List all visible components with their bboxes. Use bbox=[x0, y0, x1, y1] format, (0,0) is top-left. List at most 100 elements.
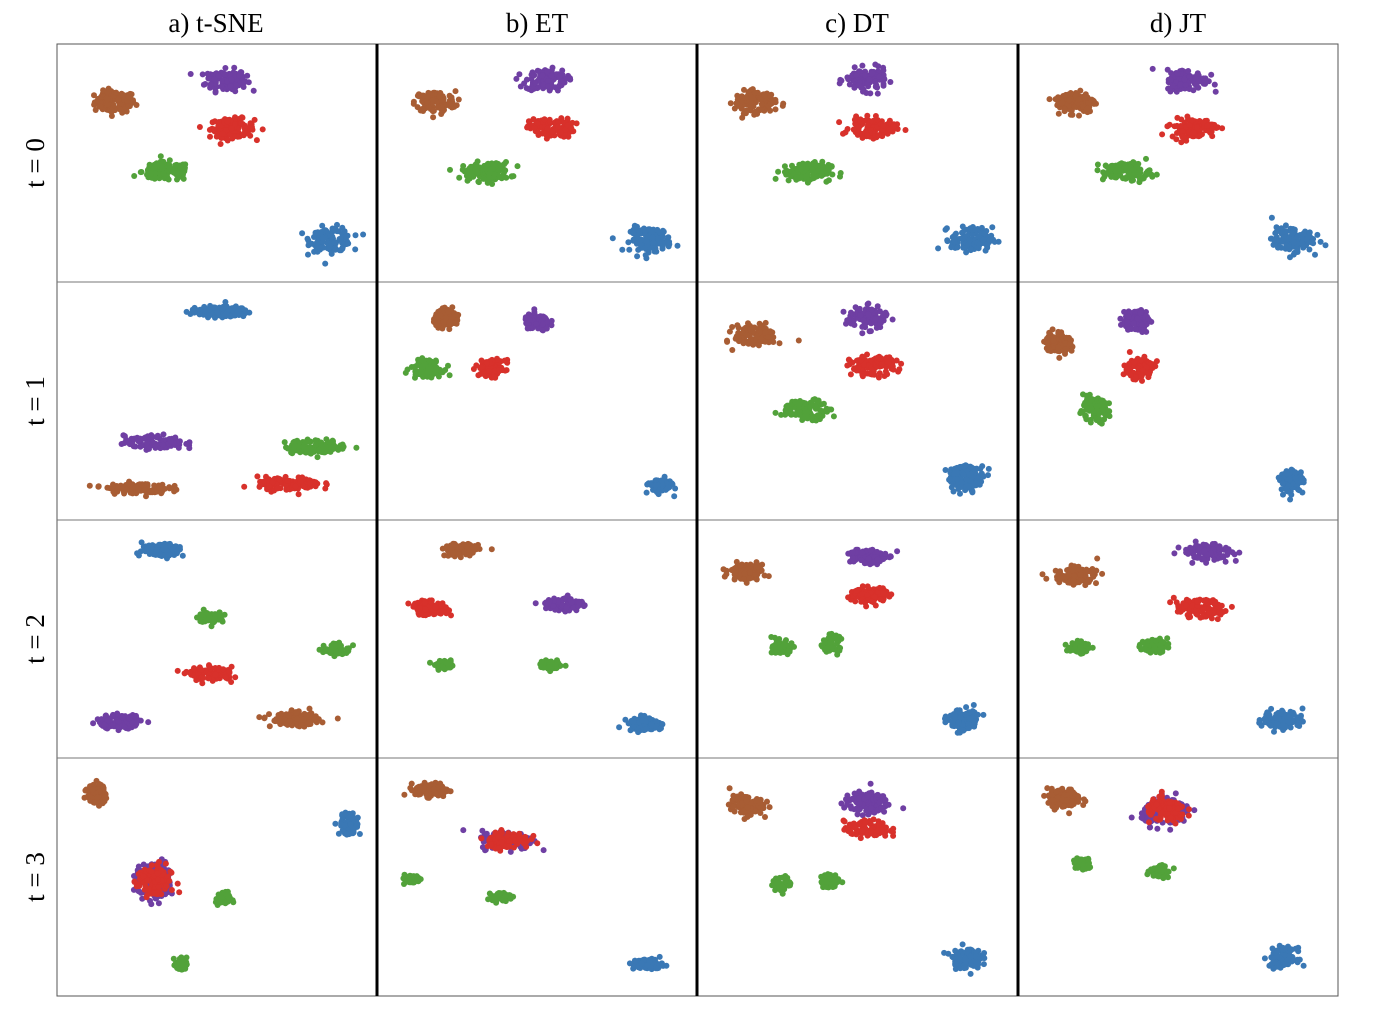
scatter-point-purple bbox=[1173, 88, 1180, 95]
scatter-point-purple bbox=[1202, 78, 1209, 85]
scatter-point-red bbox=[226, 668, 233, 675]
scatter-point-red bbox=[205, 675, 212, 682]
scatter-point-green bbox=[823, 178, 830, 185]
scatter-point-green bbox=[412, 374, 418, 381]
scatter-point-blue bbox=[1279, 480, 1286, 487]
scatter-point-green bbox=[172, 162, 179, 169]
scatter-point-green bbox=[837, 173, 843, 180]
scatter-point-brown bbox=[448, 100, 455, 107]
scatter-point-blue bbox=[1283, 470, 1290, 477]
scatter-point-green bbox=[215, 612, 222, 618]
scatter-point-green bbox=[818, 172, 825, 179]
scatter-point-red bbox=[274, 485, 281, 492]
scatter-point-blue bbox=[653, 248, 660, 255]
scatter-point-purple bbox=[1177, 81, 1184, 88]
scatter-point-brown bbox=[1049, 326, 1056, 333]
scatter-point-blue bbox=[978, 224, 985, 231]
scatter-point-red bbox=[484, 360, 490, 367]
scatter-point-red bbox=[1194, 124, 1201, 131]
scatter-point-green bbox=[447, 166, 453, 173]
scatter-point-blue bbox=[634, 233, 641, 240]
scatter-point-blue bbox=[206, 312, 213, 319]
scatter-point-red bbox=[297, 478, 304, 485]
scatter-point-red bbox=[206, 662, 212, 669]
scatter-point-blue bbox=[138, 539, 145, 546]
scatter-point-brown bbox=[125, 480, 132, 487]
scatter-point-red bbox=[859, 373, 866, 380]
column-title-jt: d) JT bbox=[1150, 8, 1207, 38]
scatter-point-purple bbox=[869, 70, 876, 77]
scatter-point-blue bbox=[991, 238, 998, 245]
scatter-point-brown bbox=[123, 486, 130, 493]
scatter-point-purple bbox=[236, 72, 243, 79]
scatter-point-brown bbox=[1055, 344, 1062, 351]
scatter-point-red bbox=[1159, 131, 1166, 138]
scatter-point-green bbox=[423, 371, 430, 378]
scatter-point-blue bbox=[201, 303, 208, 310]
scatter-point-purple bbox=[845, 316, 852, 323]
scatter-point-blue bbox=[975, 233, 982, 240]
scatter-point-blue bbox=[329, 233, 336, 240]
scatter-point-brown bbox=[445, 308, 452, 315]
scatter-point-purple bbox=[859, 330, 866, 337]
scatter-point-brown bbox=[776, 340, 783, 347]
scatter-point-brown bbox=[148, 488, 155, 495]
scatter-point-blue bbox=[1300, 230, 1307, 237]
scatter-point-green bbox=[146, 161, 153, 168]
scatter-point-blue bbox=[643, 489, 650, 496]
scatter-point-purple bbox=[118, 441, 125, 447]
scatter-point-green bbox=[825, 167, 832, 174]
scatter-panel-r1-c2 bbox=[724, 300, 992, 497]
scatter-point-brown bbox=[305, 719, 312, 726]
scatter-point-green bbox=[339, 445, 346, 452]
scatter-point-blue bbox=[1322, 242, 1329, 249]
scatter-point-blue bbox=[954, 476, 961, 483]
scatter-point-green bbox=[153, 161, 160, 168]
scatter-point-green bbox=[1117, 161, 1123, 168]
scatter-point-red bbox=[1153, 358, 1160, 365]
scatter-point-blue bbox=[1289, 230, 1296, 237]
scatter-point-red bbox=[228, 125, 235, 132]
scatter-point-green bbox=[147, 170, 154, 177]
scatter-point-green bbox=[781, 163, 788, 170]
scatter-point-brown bbox=[443, 314, 449, 321]
scatter-point-purple bbox=[221, 71, 228, 78]
scatter-point-red bbox=[885, 359, 892, 366]
scatter-point-green bbox=[199, 611, 206, 618]
scatter-point-brown bbox=[732, 335, 739, 342]
scatter-point-red bbox=[558, 115, 565, 122]
scatter-point-blue bbox=[1291, 239, 1298, 246]
scatter-point-blue bbox=[958, 484, 964, 490]
scatter-point-red bbox=[253, 137, 260, 144]
scatter-point-red bbox=[257, 482, 264, 489]
scatter-point-purple bbox=[865, 300, 872, 307]
scatter-point-brown bbox=[92, 107, 99, 113]
scatter-point-brown bbox=[416, 93, 422, 100]
scatter-point-purple bbox=[126, 715, 133, 722]
scatter-point-blue bbox=[1275, 474, 1282, 481]
scatter-point-purple bbox=[1124, 319, 1131, 325]
scatter-point-brown bbox=[769, 97, 776, 104]
scatter-point-blue bbox=[1287, 254, 1293, 261]
scatter-point-purple bbox=[121, 723, 128, 730]
scatter-point-green bbox=[1087, 416, 1094, 423]
scatter-point-green bbox=[456, 174, 463, 181]
row-title-t0: t = 0 bbox=[20, 138, 50, 188]
scatter-point-red bbox=[1179, 133, 1186, 140]
scatter-point-purple bbox=[872, 316, 879, 323]
scatter-point-green bbox=[1093, 417, 1100, 424]
scatter-point-green bbox=[1145, 170, 1152, 177]
scatter-point-green bbox=[815, 412, 822, 419]
scatter-panel-r0-c3 bbox=[1046, 65, 1329, 261]
scatter-point-brown bbox=[91, 92, 97, 99]
scatter-point-purple bbox=[215, 73, 222, 79]
scatter-point-red bbox=[276, 476, 283, 483]
scatter-point-purple bbox=[98, 716, 105, 723]
scatter-point-green bbox=[484, 179, 491, 186]
scatter-point-red bbox=[875, 355, 882, 362]
scatter-point-purple bbox=[159, 441, 166, 448]
scatter-point-blue bbox=[240, 313, 247, 320]
scatter-point-red bbox=[573, 120, 580, 127]
scatter-point-blue bbox=[304, 235, 311, 242]
scatter-point-purple bbox=[1190, 87, 1197, 94]
